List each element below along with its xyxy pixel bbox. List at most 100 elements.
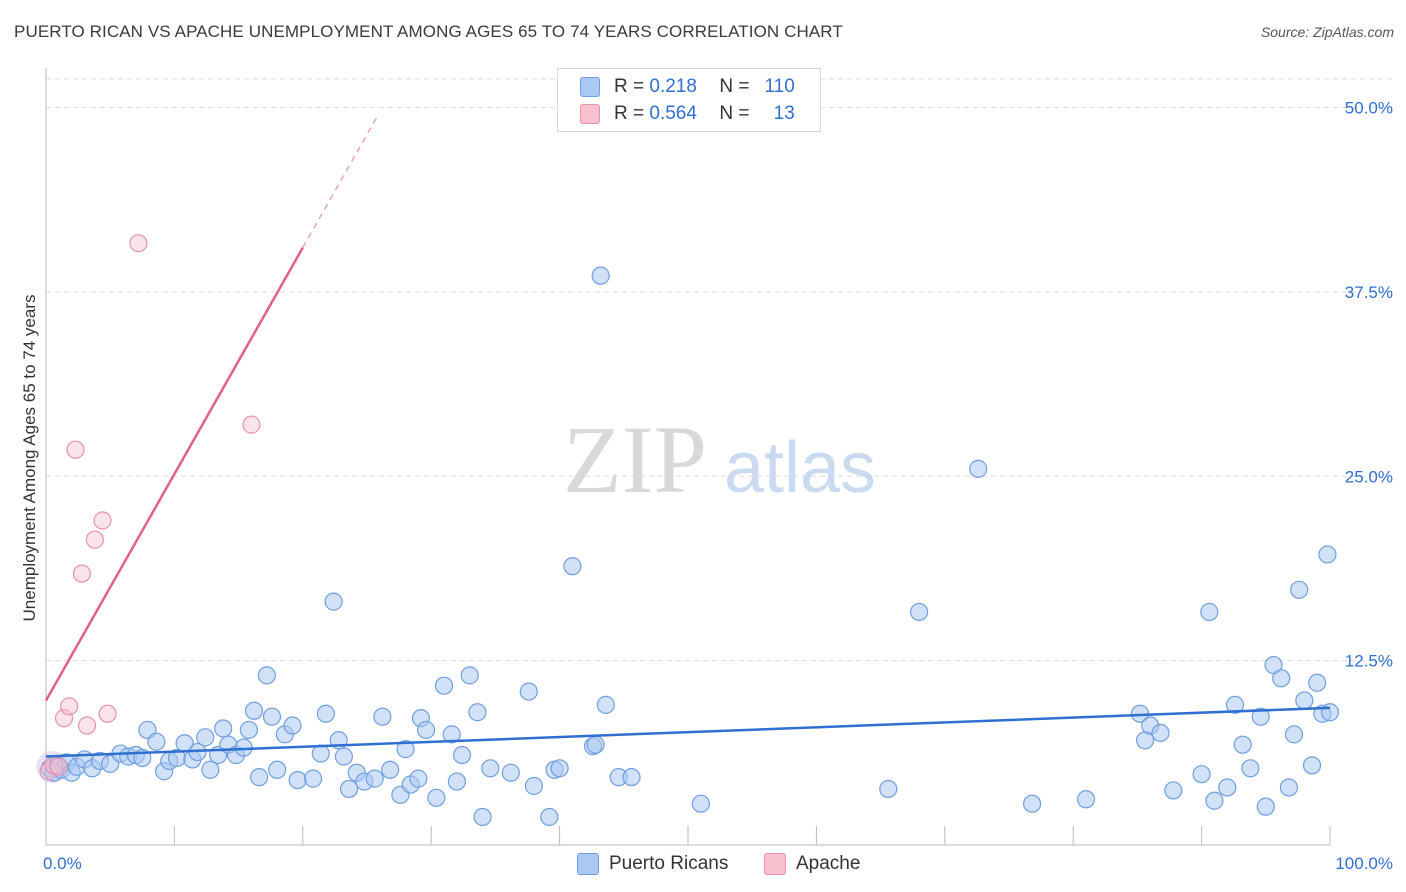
point-puerto-ricans: [147, 732, 166, 751]
point-puerto-ricans: [460, 666, 479, 685]
chart-title: PUERTO RICAN VS APACHE UNEMPLOYMENT AMON…: [14, 22, 843, 41]
point-apache: [54, 709, 74, 728]
y-tick-label: 25.0%: [1345, 467, 1393, 486]
point-puerto-ricans: [447, 772, 466, 791]
point-puerto-ricans: [427, 788, 446, 807]
point-puerto-ricans: [250, 768, 269, 787]
bottom-legend-apache: Apache: [764, 851, 860, 877]
legend-r-label: R =: [614, 76, 645, 97]
point-puerto-ricans: [1251, 707, 1270, 726]
x-tick-label-min: 0.0%: [43, 854, 82, 873]
y-tick-label: 50.0%: [1345, 99, 1393, 118]
legend-row-puerto-ricans: R = 0.218 N = 110: [580, 74, 795, 100]
legend-n-value: 110: [764, 76, 795, 97]
point-puerto-ricans: [1151, 723, 1170, 743]
gridlines: [46, 78, 1392, 662]
point-puerto-ricans: [1076, 790, 1096, 809]
point-puerto-ricans: [879, 779, 898, 799]
point-puerto-ricans: [324, 592, 343, 611]
point-puerto-ricans: [1205, 791, 1224, 810]
trend-line-puerto-ricans: [45, 706, 1331, 758]
point-puerto-ricans: [473, 807, 492, 827]
trend-lines: [44, 115, 1331, 758]
point-puerto-ricans: [691, 794, 710, 813]
source-label: Source: ZipAtlas.com: [1260, 24, 1394, 40]
trend-line-apache: [44, 247, 304, 702]
point-apache: [72, 564, 92, 583]
point-puerto-ricans: [416, 720, 436, 740]
stats-legend: R = 0.218 N = 110 R = 0.564 N = 13: [557, 68, 821, 132]
point-apache: [77, 716, 97, 735]
point-puerto-ricans: [442, 725, 461, 744]
point-puerto-ricans: [1192, 765, 1211, 784]
legend-r-value: 0.218: [649, 76, 697, 97]
point-puerto-ricans: [452, 745, 472, 765]
point-puerto-ricans: [468, 703, 487, 722]
point-puerto-ricans: [339, 779, 359, 799]
legend-swatch-pink: [580, 104, 600, 124]
point-puerto-ricans: [550, 759, 569, 778]
point-puerto-ricans: [373, 707, 392, 726]
point-apache: [85, 530, 104, 549]
point-puerto-ricans: [596, 695, 615, 714]
legend-n-value: 13: [773, 103, 795, 124]
point-puerto-ricans: [1241, 759, 1260, 778]
point-apache: [242, 415, 261, 434]
point-puerto-ricans: [969, 459, 988, 478]
point-puerto-ricans: [910, 602, 929, 622]
point-puerto-ricans: [1233, 735, 1252, 754]
point-puerto-ricans: [1290, 580, 1309, 599]
point-apache: [93, 511, 112, 530]
point-apache: [39, 762, 58, 781]
point-apache: [49, 757, 68, 776]
point-puerto-ricans: [1272, 669, 1291, 688]
point-puerto-ricans: [501, 763, 520, 782]
point-puerto-ricans: [365, 769, 384, 788]
point-puerto-ricans: [1279, 778, 1299, 797]
axes: 12.5% 25.0% 37.5% 50.0% 0.0% 100.0%: [43, 68, 1393, 873]
point-apache: [60, 697, 79, 716]
point-puerto-ricans: [257, 666, 276, 685]
point-puerto-ricans: [316, 704, 336, 723]
point-puerto-ricans: [586, 735, 605, 754]
bottom-legend-label: Apache: [796, 853, 861, 874]
point-apache: [98, 704, 117, 723]
legend-r-value: 0.564: [649, 103, 697, 124]
point-puerto-ricans: [283, 716, 302, 735]
bottom-legend-label: Puerto Ricans: [609, 853, 729, 874]
bottom-legend-puerto-ricans: Puerto Ricans: [577, 851, 728, 877]
point-puerto-ricans: [262, 707, 282, 726]
point-apache: [129, 234, 148, 253]
legend-n-label: N =: [719, 103, 750, 124]
point-puerto-ricans: [1284, 725, 1304, 744]
point-puerto-ricans: [1256, 797, 1275, 816]
point-puerto-ricans: [1164, 781, 1183, 800]
point-puerto-ricans: [381, 760, 400, 779]
point-puerto-ricans: [540, 807, 559, 827]
point-puerto-ricans: [1302, 756, 1322, 775]
point-puerto-ricans: [288, 770, 307, 790]
point-puerto-ricans: [303, 769, 323, 788]
point-puerto-ricans: [396, 740, 415, 759]
legend-row-apache: R = 0.564 N = 13: [580, 101, 795, 127]
point-puerto-ricans: [196, 728, 215, 747]
watermark-atlas: atlas: [724, 428, 876, 508]
point-puerto-ricans: [519, 682, 538, 701]
point-puerto-ricans: [268, 760, 287, 779]
bottom-legend-swatch-pink: [764, 853, 786, 875]
point-puerto-ricans: [334, 747, 353, 766]
point-puerto-ricans: [1308, 673, 1327, 692]
point-puerto-ricans: [1200, 602, 1219, 622]
points-layer: [36, 234, 1340, 827]
legend-n-label: N =: [719, 76, 750, 97]
point-puerto-ricans: [622, 768, 641, 787]
trend-line-apache-extension: [302, 115, 378, 248]
point-puerto-ricans: [563, 557, 582, 576]
y-tick-label: 37.5%: [1345, 283, 1393, 302]
point-apache: [66, 440, 85, 459]
point-puerto-ricans: [214, 719, 233, 738]
point-puerto-ricans: [524, 776, 544, 796]
point-puerto-ricans: [1225, 695, 1245, 714]
point-puerto-ricans: [481, 759, 500, 778]
point-puerto-ricans: [244, 701, 264, 720]
